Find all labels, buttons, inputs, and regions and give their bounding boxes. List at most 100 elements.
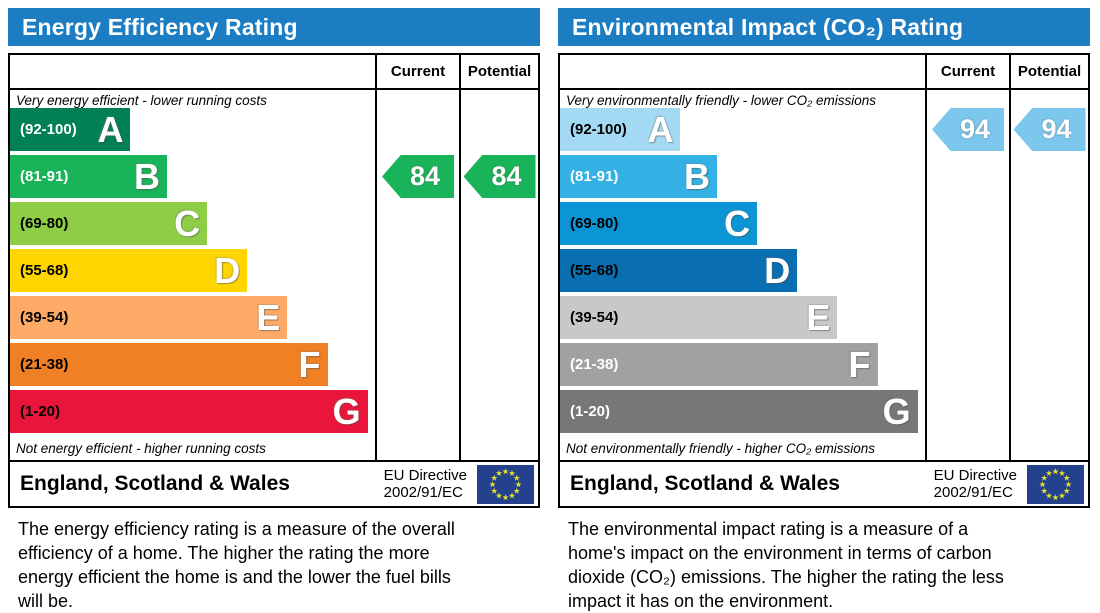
band-letter: B [133,155,160,197]
band-row: (81-91) B [10,155,375,198]
band-bar-a: (92-100) A [10,108,131,151]
energy-current-value: 84 [409,161,441,191]
band-row: (1-20) G [560,390,925,433]
environmental-potential-column: 94 [1011,90,1088,460]
energy-rating-table: Current Potential Very energy efficient … [8,53,540,508]
band-range-label: (55-68) [20,262,69,279]
band-letter: D [764,249,791,291]
environmental-chart-area: Very environmentally friendly - lower CO… [560,90,927,460]
energy-potential-column: 84 [461,90,538,460]
panel-energy-efficiency: Energy Efficiency Rating Current Potenti… [8,8,540,508]
environmental-eu-directive-label: EU Directive 2002/91/EC [934,467,1017,501]
energy-region-label: England, Scotland & Wales [20,472,290,495]
band-bar-g: (1-20) G [10,390,368,433]
band-range-label: (39-54) [20,309,69,326]
band-bar-f: (21-38) F [560,343,878,386]
band-row: (55-68) D [560,249,925,292]
energy-chart-area: Very energy efficient - lower running co… [10,90,377,460]
band-letter: B [683,155,710,197]
environmental-potential-value: 94 [1041,114,1072,144]
band-letter: E [806,296,831,338]
band-letter: E [256,296,281,338]
band-row: (92-100) A [10,108,375,151]
environmental-current-value: 94 [959,114,991,144]
environmental-current-column: 94 [927,90,1011,460]
band-range-label: (92-100) [570,121,627,138]
environmental-footer-row: England, Scotland & Wales EU Directive 2… [560,460,1088,506]
band-letter: D [214,249,241,291]
epc-charts: Energy Efficiency Rating Current Potenti… [8,8,1090,508]
environmental-current-column-header: Current [927,55,1011,88]
energy-current-arrow-icon: 84 [382,155,454,198]
eu-flag-icon [1027,464,1084,504]
band-letter: F [848,343,871,385]
band-row: (69-80) C [10,202,375,245]
energy-table-body: Very energy efficient - lower running co… [10,90,538,460]
band-range-label: (1-20) [20,403,61,420]
energy-current-column: 84 [377,90,461,460]
environmental-potential-arrow-icon: 94 [1013,108,1086,151]
band-bar-f: (21-38) F [10,343,328,386]
environmental-description-text: The environmental impact rating is a mea… [568,519,1004,611]
energy-title: Energy Efficiency Rating [22,13,298,40]
band-row: (69-80) C [560,202,925,245]
energy-bottom-caption: Not energy efficient - higher running co… [16,441,266,456]
environmental-table-body: Very environmentally friendly - lower CO… [560,90,1088,460]
band-row: (21-38) F [560,343,925,386]
environmental-bands-header-cell [560,55,927,88]
band-letter: C [724,202,751,244]
band-range-label: (39-54) [570,309,619,326]
eu-directive-line2: 2002/91/EC [933,484,1013,501]
environmental-title-bar: Environmental Impact (CO₂) Rating [558,8,1090,46]
band-range-label: (55-68) [570,262,619,279]
band-row: (81-91) B [560,155,925,198]
band-range-label: (1-20) [570,403,611,420]
band-letter: G [882,390,911,432]
eu-directive-line1: EU Directive [933,467,1017,484]
band-letter: A [97,108,124,150]
energy-potential-arrow-icon: 84 [463,155,536,198]
energy-top-caption: Very energy efficient - lower running co… [16,93,267,108]
band-range-label: (69-80) [20,215,69,232]
energy-bands-header-cell [10,55,377,88]
descriptions-section: The energy efficiency rating is a measur… [0,508,1100,613]
eu-directive-line2: 2002/91/EC [383,484,463,501]
band-row: (39-54) E [10,296,375,339]
band-row: (39-54) E [560,296,925,339]
band-letter: G [332,390,361,432]
panel-environmental-impact: Environmental Impact (CO₂) Rating Curren… [558,8,1090,508]
band-range-label: (81-91) [570,168,619,185]
energy-title-bar: Energy Efficiency Rating [8,8,540,46]
energy-potential-value: 84 [491,161,522,191]
eu-flag-icon [477,464,534,504]
environmental-region-label: England, Scotland & Wales [570,472,840,495]
band-row: (55-68) D [10,249,375,292]
band-row: (1-20) G [10,390,375,433]
energy-eu-directive-label: EU Directive 2002/91/EC [384,467,467,501]
environmental-rating-table: Current Potential Very environmentally f… [558,53,1090,508]
band-range-label: (21-38) [570,356,619,373]
environmental-top-caption: Very environmentally friendly - lower CO… [566,93,876,108]
eu-directive-line1: EU Directive [383,467,467,484]
environmental-current-arrow-icon: 94 [932,108,1004,151]
energy-description-text: The energy efficiency rating is a measur… [18,519,455,611]
energy-table-header-row: Current Potential [10,55,538,90]
band-letter: F [298,343,321,385]
environmental-potential-column-header: Potential [1017,63,1082,80]
band-letter: C [174,202,201,244]
band-range-label: (69-80) [570,215,619,232]
band-range-label: (21-38) [20,356,69,373]
band-row: (21-38) F [10,343,375,386]
band-range-label: (81-91) [20,168,69,185]
band-bar-e: (39-54) E [10,296,288,339]
band-bar-a: (92-100) A [560,108,681,151]
environmental-bottom-caption: Not environmentally friendly - higher CO… [566,441,876,456]
band-bar-b: (81-91) B [10,155,167,198]
band-bar-e: (39-54) E [560,296,838,339]
band-bar-g: (1-20) G [560,390,918,433]
band-row: (92-100) A [560,108,925,151]
band-bar-c: (69-80) C [560,202,758,245]
energy-current-column-header: Current [377,55,461,88]
energy-potential-column-header: Potential [467,63,532,80]
environmental-title: Environmental Impact (CO₂) Rating [572,13,964,40]
